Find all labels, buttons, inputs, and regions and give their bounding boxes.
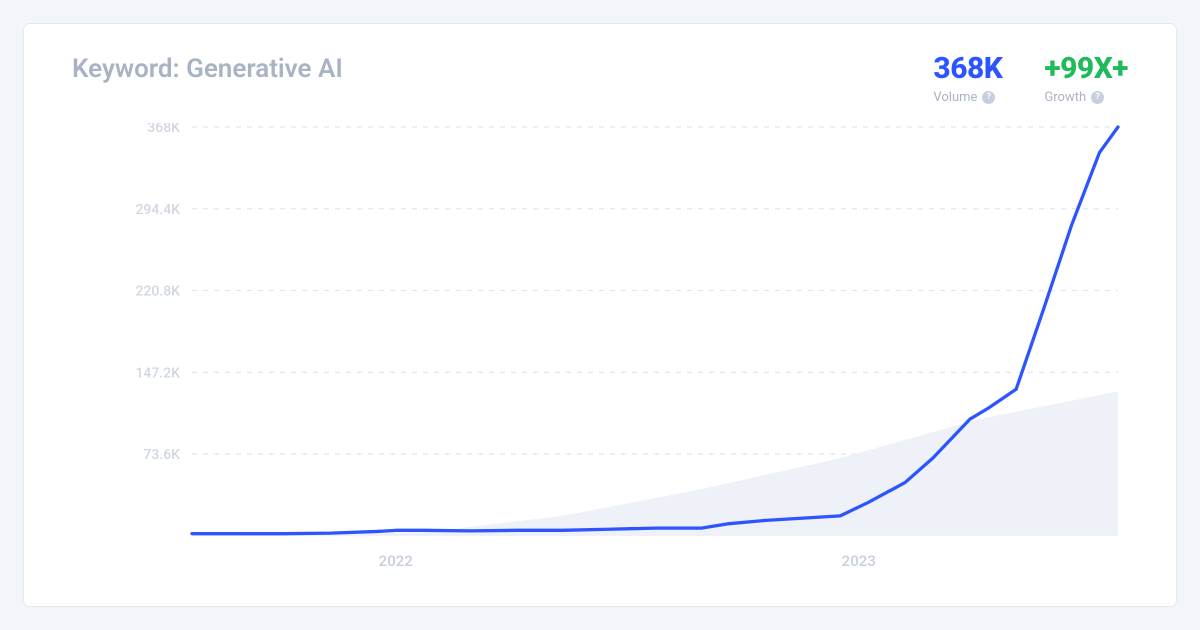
chart-area: 368K 294.4K 220.8K 147.2K 73.6K 2022 2023: [72, 123, 1128, 584]
volume-label: Volume: [933, 90, 977, 105]
svg-text:294.4K: 294.4K: [135, 202, 180, 218]
volume-value: 368K: [933, 54, 1002, 84]
volume-metric: 368K Volume ?: [933, 54, 1002, 105]
growth-label: Growth: [1044, 90, 1086, 105]
svg-text:368K: 368K: [147, 123, 180, 136]
keyword-title: Keyword: Generative AI: [72, 54, 343, 84]
help-icon[interactable]: ?: [1091, 91, 1104, 104]
growth-value: +99X+: [1044, 54, 1128, 84]
chart-card: Keyword: Generative AI 368K Volume ? +99…: [24, 24, 1176, 606]
svg-text:147.2K: 147.2K: [135, 365, 180, 381]
volume-label-row: Volume ?: [933, 90, 995, 105]
svg-text:220.8K: 220.8K: [135, 284, 180, 300]
svg-text:2022: 2022: [379, 552, 413, 570]
growth-label-row: Growth ?: [1044, 90, 1104, 105]
header: Keyword: Generative AI 368K Volume ? +99…: [72, 54, 1128, 105]
help-icon[interactable]: ?: [982, 91, 995, 104]
growth-metric: +99X+ Growth ?: [1044, 54, 1128, 105]
svg-text:73.6K: 73.6K: [143, 447, 180, 463]
line-chart: 368K 294.4K 220.8K 147.2K 73.6K 2022 2023: [72, 123, 1128, 584]
svg-text:2023: 2023: [842, 552, 876, 570]
metrics: 368K Volume ? +99X+ Growth ?: [933, 54, 1128, 105]
